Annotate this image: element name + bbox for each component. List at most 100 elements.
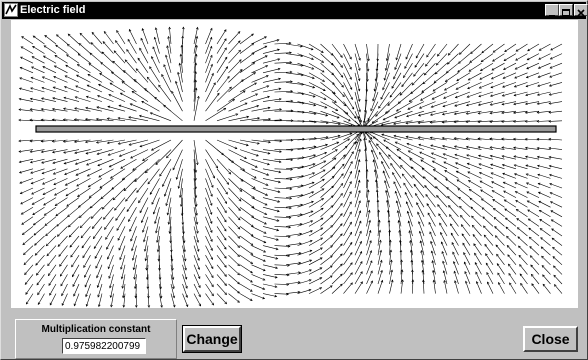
field-vector-head (54, 55, 58, 58)
field-vector (97, 274, 103, 288)
field-vector-head (358, 220, 362, 224)
field-vector (467, 163, 482, 170)
field-vector (157, 235, 160, 252)
field-vector-head (24, 282, 28, 285)
field-vector (107, 118, 126, 122)
field-vector-head (553, 274, 557, 278)
field-vector (149, 66, 160, 83)
field-vector-head (513, 84, 517, 88)
field-vector-head (264, 203, 268, 206)
field-vector-head (513, 173, 517, 176)
field-vector-head (453, 145, 457, 148)
field-vector (297, 240, 313, 246)
field-vector (459, 206, 471, 218)
field-vector (514, 164, 528, 170)
field-vector-head (408, 99, 412, 103)
field-vector-head (66, 54, 69, 57)
field-vector-head (411, 269, 414, 273)
field-vector-head (84, 140, 88, 144)
field-vector (216, 29, 227, 45)
field-vector-head (135, 305, 138, 308)
field-vector-head (70, 254, 73, 258)
field-vector (411, 72, 425, 86)
field-vector-head (144, 258, 148, 262)
field-vector (167, 197, 172, 215)
field-vector-head (63, 151, 66, 154)
field-vector (274, 283, 289, 285)
field-vector-head (418, 230, 422, 234)
field-vector (375, 63, 379, 82)
field-vector (320, 62, 334, 76)
minimize-button[interactable] (545, 4, 559, 17)
field-vector (41, 108, 57, 112)
field-vector (205, 64, 213, 83)
field-vector (205, 73, 214, 93)
field-canvas[interactable] (11, 20, 578, 308)
field-vector-head (513, 155, 517, 158)
field-vector-head (457, 69, 460, 73)
field-vector-head (180, 44, 184, 48)
field-vector (320, 157, 337, 170)
field-vector-head (40, 150, 44, 154)
close-button[interactable]: Close (523, 326, 578, 352)
field-vector-head (385, 189, 388, 193)
field-vector-head (262, 296, 266, 300)
field-vector (262, 264, 278, 269)
field-vector-head (101, 51, 105, 55)
field-vector-head (19, 191, 23, 195)
field-vector-head (216, 92, 220, 96)
field-vector (419, 231, 425, 246)
maximize-button[interactable] (559, 4, 573, 16)
field-vector (19, 178, 34, 184)
field-vector (407, 211, 413, 227)
field-vector (401, 72, 413, 87)
field-vector (239, 139, 260, 144)
field-vector-head (485, 253, 488, 256)
field-vector (239, 82, 257, 93)
field-vector-head (401, 173, 405, 177)
field-vector-head (518, 254, 522, 258)
field-vector (484, 244, 494, 256)
field-vector (308, 169, 326, 179)
field-vector-head (357, 88, 361, 92)
field-vector-head (256, 153, 259, 157)
field-vector-head (110, 304, 113, 308)
field-vector-head (358, 58, 361, 61)
field-vector-head (185, 304, 189, 308)
field-vector-head (395, 57, 399, 61)
field-vector-head (366, 68, 370, 72)
field-vector-head (492, 50, 496, 53)
field-vector-head (141, 28, 145, 31)
field-vector-head (142, 229, 145, 233)
field-vector (308, 217, 324, 227)
field-vector (205, 264, 214, 278)
field-vector (107, 106, 126, 112)
close-window-button[interactable] (574, 4, 588, 17)
field-vector (251, 197, 268, 206)
field-vector-head (329, 265, 333, 268)
change-button[interactable]: Change (182, 325, 242, 353)
multiplication-constant-input[interactable] (62, 338, 146, 354)
field-vector-head (397, 219, 401, 223)
field-vector (119, 245, 126, 260)
field-vector (274, 52, 292, 54)
field-vector-head (106, 117, 110, 121)
field-vector (102, 197, 114, 210)
field-vector (285, 272, 301, 275)
field-vector (262, 187, 280, 193)
field-vector (98, 293, 103, 307)
field-vector (297, 259, 312, 266)
field-vector (85, 149, 103, 154)
field-vector (239, 264, 253, 274)
field-vector-head (461, 233, 465, 237)
title-bar[interactable]: Electric field (2, 2, 588, 19)
field-vector (44, 35, 57, 45)
field-vector (216, 226, 227, 241)
field-vector (436, 53, 448, 66)
field-vector (331, 82, 345, 97)
field-vector (20, 187, 34, 194)
field-vector-head (513, 102, 516, 106)
field-vector (474, 253, 482, 265)
field-vector-head (278, 77, 282, 81)
field-vector (65, 178, 80, 186)
